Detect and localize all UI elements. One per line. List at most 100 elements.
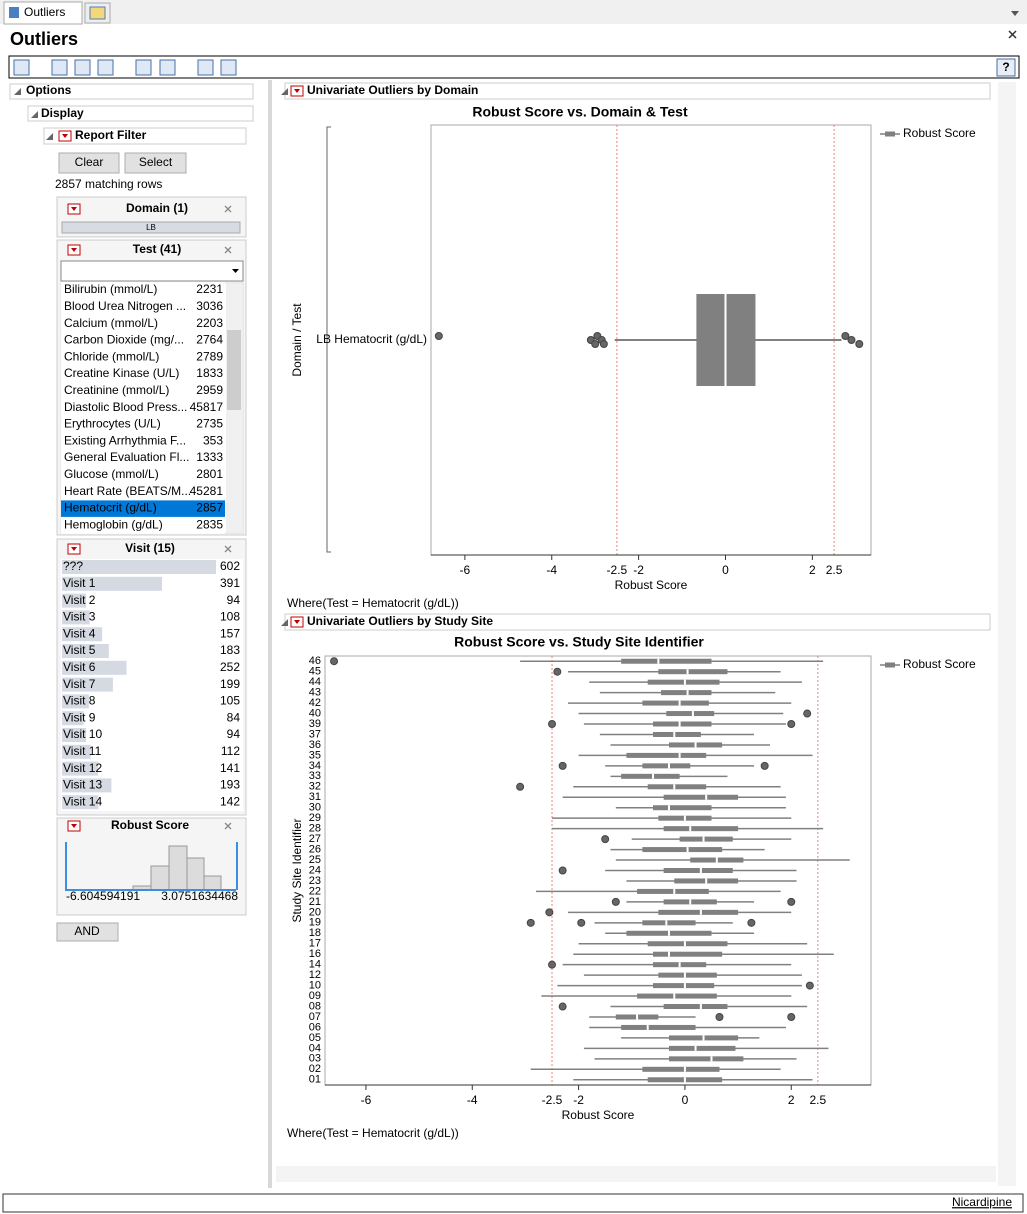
tool-icon[interactable] bbox=[135, 59, 152, 76]
outline-title[interactable]: Options bbox=[26, 83, 72, 97]
test-name[interactable]: Existing Arrhythmia F... bbox=[64, 433, 186, 447]
outline-title[interactable]: Univariate Outliers by Study Site bbox=[307, 614, 493, 628]
test-name[interactable]: Heart Rate (BEATS/M... bbox=[64, 484, 191, 498]
test-count[interactable]: 2835 bbox=[196, 517, 223, 531]
visit-name[interactable]: Visit 1 bbox=[63, 576, 96, 590]
scroll-thumb[interactable] bbox=[227, 330, 241, 410]
tool-icon[interactable] bbox=[220, 59, 237, 76]
list-row[interactable] bbox=[61, 483, 225, 501]
visit-count[interactable]: 141 bbox=[220, 761, 240, 775]
tab-label[interactable]: Outliers bbox=[24, 5, 65, 19]
list-row[interactable] bbox=[61, 500, 225, 517]
tab[interactable] bbox=[3, 1, 83, 25]
close-button[interactable] bbox=[1008, 30, 1017, 39]
test-count[interactable]: 2789 bbox=[196, 349, 223, 363]
visit-count[interactable]: 199 bbox=[220, 677, 240, 691]
visit-bar[interactable] bbox=[62, 677, 113, 692]
visit-name[interactable]: Visit 8 bbox=[63, 694, 96, 708]
test-count[interactable]: 2857 bbox=[196, 501, 223, 515]
test-count[interactable]: 2203 bbox=[196, 316, 223, 330]
tool-icon[interactable] bbox=[159, 59, 176, 76]
tool-icon[interactable] bbox=[74, 59, 91, 76]
test-count[interactable]: 1833 bbox=[196, 366, 223, 380]
disclosure-icon[interactable] bbox=[46, 133, 53, 140]
test-name[interactable]: Bilirubin (mmol/L) bbox=[64, 282, 157, 296]
visit-name[interactable]: Visit 4 bbox=[63, 626, 96, 640]
list-row[interactable] bbox=[61, 298, 225, 316]
visit-bar[interactable] bbox=[62, 610, 90, 625]
visit-count[interactable]: 84 bbox=[227, 710, 241, 724]
test-name[interactable]: Glucose (mmol/L) bbox=[64, 467, 159, 481]
dropdown-arrow[interactable] bbox=[232, 269, 239, 273]
visit-count[interactable]: 252 bbox=[220, 660, 240, 674]
v-scrollbar[interactable] bbox=[998, 82, 1016, 1186]
visit-count[interactable]: 108 bbox=[220, 610, 240, 624]
test-count[interactable]: 2735 bbox=[196, 417, 223, 431]
close-icon[interactable] bbox=[224, 246, 232, 254]
outline-title[interactable]: Display bbox=[41, 106, 84, 120]
test-count[interactable]: 2959 bbox=[196, 383, 223, 397]
h-scrollbar[interactable] bbox=[276, 1166, 996, 1182]
close-icon[interactable] bbox=[224, 205, 232, 213]
list-row[interactable] bbox=[61, 366, 225, 383]
test-count[interactable]: 2801 bbox=[196, 467, 223, 481]
button[interactable] bbox=[58, 152, 120, 174]
visit-bar[interactable] bbox=[62, 728, 87, 742]
help-icon[interactable] bbox=[996, 58, 1016, 77]
test-count[interactable]: 353 bbox=[203, 433, 223, 447]
visit-bar[interactable] bbox=[62, 627, 103, 642]
visit-count[interactable]: 142 bbox=[220, 794, 240, 808]
domain-bar[interactable] bbox=[61, 221, 241, 234]
disclosure-icon[interactable] bbox=[281, 619, 288, 626]
button[interactable] bbox=[56, 922, 119, 942]
list-row[interactable] bbox=[61, 399, 225, 417]
tool-icon[interactable] bbox=[197, 59, 214, 76]
visit-bar[interactable] bbox=[62, 761, 99, 776]
disclosure-icon[interactable] bbox=[31, 111, 38, 118]
test-count[interactable]: 3036 bbox=[196, 299, 223, 313]
test-count[interactable]: 2231 bbox=[196, 282, 223, 296]
test-name[interactable]: Calcium (mmol/L) bbox=[64, 316, 158, 330]
list-row[interactable] bbox=[61, 332, 225, 349]
outline-title[interactable]: Univariate Outliers by Domain bbox=[307, 83, 478, 97]
visit-count[interactable]: 105 bbox=[220, 694, 240, 708]
visit-count[interactable]: 391 bbox=[220, 576, 240, 590]
visit-bar[interactable] bbox=[62, 711, 84, 726]
visit-count[interactable]: 183 bbox=[220, 643, 240, 657]
visit-bar[interactable] bbox=[62, 576, 163, 591]
visit-name[interactable]: Visit 12 bbox=[63, 761, 102, 775]
disclosure-icon[interactable] bbox=[14, 88, 21, 95]
test-name[interactable]: Erythrocytes (U/L) bbox=[64, 417, 161, 431]
tool-icon[interactable] bbox=[97, 59, 114, 76]
test-name[interactable]: Diastolic Blood Press... bbox=[64, 400, 187, 414]
visit-count[interactable]: 193 bbox=[220, 778, 240, 792]
button-label[interactable]: Clear bbox=[75, 155, 104, 169]
visit-name[interactable]: Visit 6 bbox=[63, 660, 96, 674]
visit-name[interactable]: Visit 5 bbox=[63, 643, 96, 657]
test-count[interactable]: 2764 bbox=[196, 333, 223, 347]
list-row[interactable] bbox=[61, 466, 225, 484]
search-box[interactable] bbox=[60, 260, 244, 282]
visit-bar[interactable] bbox=[62, 593, 87, 608]
test-name[interactable]: Creatinine (mmol/L) bbox=[64, 383, 169, 397]
button-label[interactable]: Select bbox=[139, 155, 173, 169]
test-name[interactable]: Blood Urea Nitrogen ... bbox=[64, 299, 186, 313]
visit-count[interactable]: 112 bbox=[221, 744, 240, 758]
visit-count[interactable]: 94 bbox=[227, 727, 241, 741]
visit-count[interactable]: 157 bbox=[220, 626, 240, 640]
visit-name[interactable]: Visit 3 bbox=[63, 610, 96, 624]
visit-bar[interactable] bbox=[62, 660, 127, 675]
list-row[interactable] bbox=[61, 450, 225, 467]
test-name[interactable]: General Evaluation Fl... bbox=[64, 450, 189, 464]
list-row[interactable] bbox=[61, 349, 225, 366]
visit-name[interactable]: ??? bbox=[63, 559, 83, 573]
list-row[interactable] bbox=[61, 315, 225, 333]
visit-name[interactable]: Visit 2 bbox=[63, 593, 96, 607]
list-row[interactable] bbox=[61, 433, 225, 450]
visit-name[interactable]: Visit 10 bbox=[63, 727, 102, 741]
visit-name[interactable]: Visit 14 bbox=[63, 794, 102, 808]
menu-arrow[interactable] bbox=[1011, 11, 1019, 16]
list-row[interactable] bbox=[61, 416, 225, 433]
tool-icon[interactable] bbox=[13, 59, 30, 76]
test-count[interactable]: 45281 bbox=[190, 484, 224, 498]
